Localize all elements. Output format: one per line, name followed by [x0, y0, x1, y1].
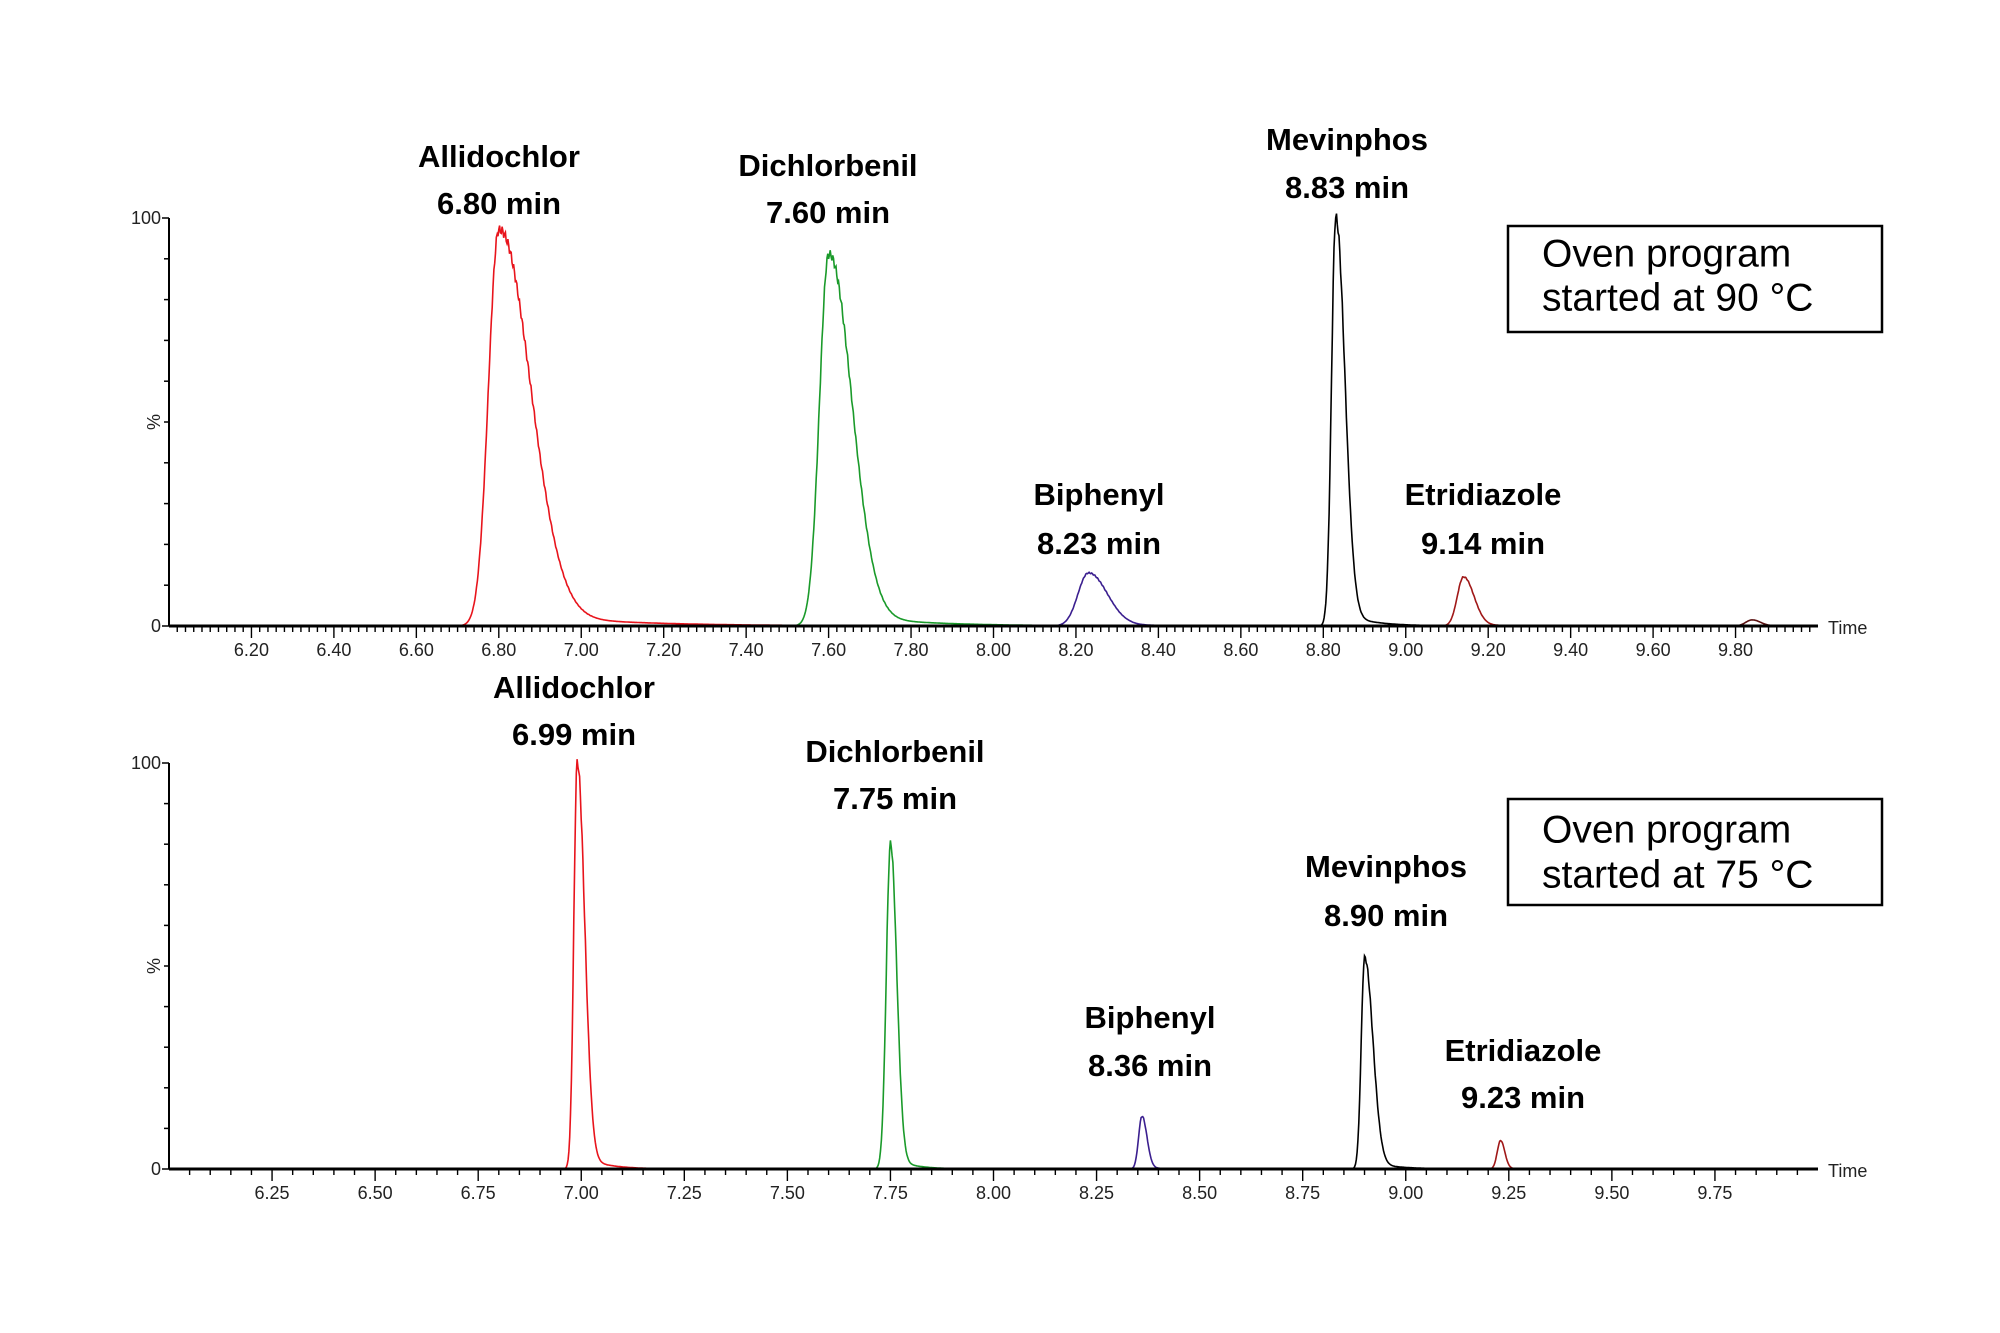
x-tick-label: 8.40: [1141, 640, 1176, 660]
y-tick-label-100: 100: [131, 753, 161, 773]
x-tick-label: 7.20: [646, 640, 681, 660]
x-tick-label: 7.75: [873, 1183, 908, 1203]
y-tick-label-0: 0: [151, 616, 161, 636]
x-tick-label: 6.50: [358, 1183, 393, 1203]
peak-name-label: Dichlorbenil: [805, 734, 984, 769]
x-tick-label: 9.00: [1388, 1183, 1423, 1203]
chart-panel-1: 100 0% 6.20 6.40 6.60 6.80 7.00 7.20 7.40 7.60 7.8…: [131, 122, 1884, 660]
peak-rt-label: 9.14 min: [1421, 526, 1545, 561]
x-tick-label: 8.25: [1079, 1183, 1114, 1203]
x-tick-label: 6.75: [461, 1183, 496, 1203]
peak-name-label: Allidochlor: [493, 670, 655, 705]
chart-panel-2: 100 0% 6.25 6.50 6.75 7.00 7.25 7.50 7.75 8.00 8.2…: [131, 670, 1884, 1203]
x-tick-label: 8.00: [976, 640, 1011, 660]
peak-name-label: Dichlorbenil: [738, 148, 917, 183]
x-tick-label: 6.20: [234, 640, 269, 660]
oven-program-line2: started at 75 °C: [1542, 853, 1813, 896]
peak-rt-label: 8.83 min: [1285, 170, 1409, 205]
peak-rt-label: 8.90 min: [1324, 898, 1448, 933]
trace-biphenyl: [169, 571, 1818, 627]
peak-rt-label: 6.80 min: [437, 186, 561, 221]
x-axis-label: Time: [1828, 618, 1867, 638]
x-tick-label: 8.60: [1223, 640, 1258, 660]
x-tick-label: 7.00: [564, 1183, 599, 1203]
x-tick-label: 9.50: [1594, 1183, 1629, 1203]
peak-name-label: Biphenyl: [1085, 1000, 1216, 1035]
x-tick-label: 8.50: [1182, 1183, 1217, 1203]
x-tick-label: 9.25: [1491, 1183, 1526, 1203]
peak-name-label: Biphenyl: [1034, 477, 1165, 512]
x-tick-label: 8.20: [1058, 640, 1093, 660]
x-axis-label: Time: [1828, 1161, 1867, 1181]
peak-name-label: Etridiazole: [1405, 477, 1562, 512]
peak-name-label: Etridiazole: [1445, 1033, 1602, 1068]
peak-rt-label: 8.36 min: [1088, 1048, 1212, 1083]
x-tick-label: 7.25: [667, 1183, 702, 1203]
x-tick-label: 6.60: [399, 640, 434, 660]
trace-biphenyl: [169, 1115, 1818, 1170]
peak-rt-label: 8.23 min: [1037, 526, 1161, 561]
peak-name-label: Mevinphos: [1305, 849, 1467, 884]
x-tick-label: 9.75: [1697, 1183, 1732, 1203]
trace-etridiazole: [169, 576, 1818, 627]
y-axis-label: %: [144, 414, 164, 430]
oven-program-line2: started at 90 °C: [1542, 276, 1813, 319]
x-tick-label: 8.75: [1285, 1183, 1320, 1203]
x-tick-label: 6.80: [481, 640, 516, 660]
x-tick-label: 6.40: [316, 640, 351, 660]
oven-program-line1: Oven program: [1542, 232, 1791, 275]
x-tick-label: 9.40: [1553, 640, 1588, 660]
oven-program-box: [1506, 797, 1884, 907]
x-tick-label: 9.80: [1718, 640, 1753, 660]
peak-rt-label: 9.23 min: [1461, 1080, 1585, 1115]
oven-program-box: [1506, 224, 1884, 334]
y-tick-label-0: 0: [151, 1159, 161, 1179]
peak-rt-label: 6.99 min: [512, 717, 636, 752]
y-tick-label-100: 100: [131, 208, 161, 228]
trace-etridiazole: [169, 1139, 1818, 1170]
x-tick-label: 8.80: [1306, 640, 1341, 660]
x-tick-label: 7.60: [811, 640, 846, 660]
oven-program-line1: Oven program: [1542, 808, 1791, 851]
peak-rt-label: 7.75 min: [833, 781, 957, 816]
x-tick-label: 8.00: [976, 1183, 1011, 1203]
x-tick-label: 9.20: [1471, 640, 1506, 660]
x-tick-label: 7.40: [729, 640, 764, 660]
x-tick-label: 7.80: [894, 640, 929, 660]
x-tick-label: 7.50: [770, 1183, 805, 1203]
peak-name-label: Allidochlor: [418, 139, 580, 174]
y-axis-label: %: [144, 958, 164, 974]
peak-rt-label: 7.60 min: [766, 195, 890, 230]
x-tick-label: 7.00: [564, 640, 599, 660]
x-tick-label: 9.00: [1388, 640, 1423, 660]
peak-name-label: Mevinphos: [1266, 122, 1428, 157]
x-tick-label: 9.60: [1636, 640, 1671, 660]
x-tick-label: 6.25: [255, 1183, 290, 1203]
